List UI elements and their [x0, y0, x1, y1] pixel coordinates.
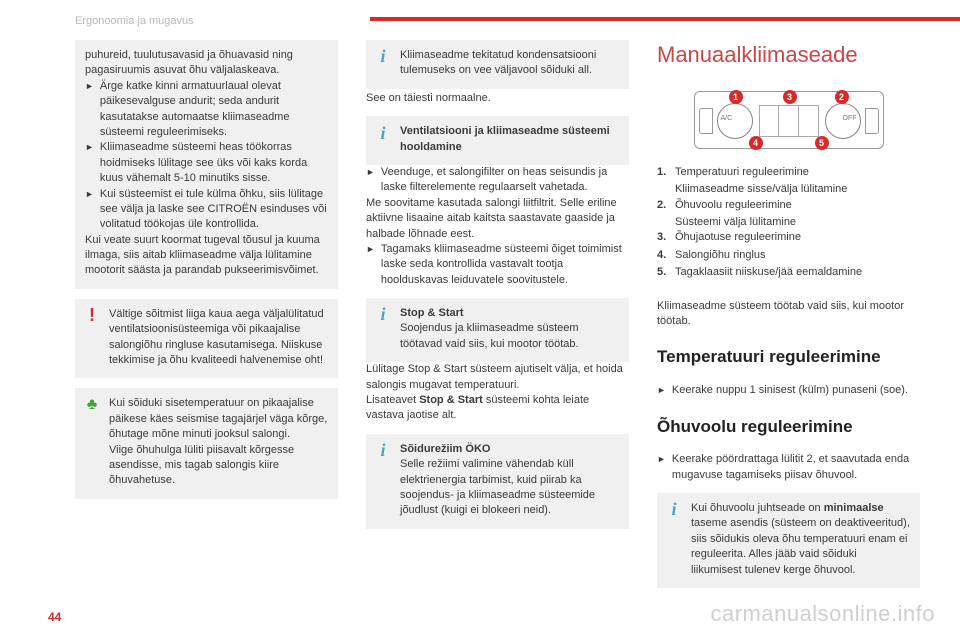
heading-manual-climate: Manuaalkliimaseade [657, 40, 920, 71]
list-item: 3.Õhujaotuse reguleerimine [657, 230, 920, 245]
text: Kliimaseadme süsteem töötab vaid siis, k… [657, 299, 920, 330]
heading-airflow: Õhuvoolu reguleerimine [657, 415, 920, 439]
watermark: carmanualsonline.info [710, 599, 935, 630]
bullet: Tagamaks kliimaseadme süsteemi õiget toi… [366, 242, 629, 288]
text: See on täiesti normaalne. [366, 91, 629, 106]
list-sub: Süsteemi välja lülitamine [675, 215, 920, 230]
col3-box-airflow-note: i Kui õhuvoolu juhtseade on minimaalse t… [657, 493, 920, 588]
text: Kui sõiduki sisetemperatuur on pikaajali… [109, 396, 328, 442]
column-1: puhureid, tuulutusavasid ja õhuavasid ni… [75, 40, 338, 588]
info-icon: i [374, 442, 392, 460]
box-title: Stop & Start [400, 306, 619, 321]
text: Kui õhuvoolu juhtseade on minimaalse tas… [691, 501, 910, 578]
seat-heat-right-icon [865, 108, 879, 134]
info-icon: i [374, 306, 392, 324]
col1-box-warning: ! Vältige sõitmist liiga kaua aega välja… [75, 299, 338, 379]
col2-box-eco-mode: i Sõidurežiim ÖKO Selle režiimi valimine… [366, 434, 629, 529]
warning-icon: ! [83, 307, 101, 325]
page-header: Ergonoomia ja mugavus [75, 14, 194, 29]
box-title: Ventilatsiooni ja kliimaseadme süsteemi … [400, 124, 619, 155]
off-label: OFF [843, 114, 857, 124]
col2-box-condensation: i Kliimaseadme tekitatud kondensatsiooni… [366, 40, 629, 89]
info-icon: i [665, 501, 683, 519]
list-item: 4.Salongiõhu ringlus [657, 248, 920, 263]
text: Lisateavet Stop & Start süsteemi kohta l… [366, 393, 629, 424]
text: Me soovitame kasutada salongi liitfiltri… [366, 196, 629, 242]
text: Vältige sõitmist liiga kaua aega väljalü… [109, 307, 328, 369]
header-red-bar [370, 17, 960, 21]
list-item: 1.Temperatuuri reguleerimine [657, 165, 920, 180]
column-3: Manuaalkliimaseade A/C OFF 1 2 3 4 5 1.T… [657, 40, 920, 588]
info-icon: i [374, 48, 392, 66]
col1-box-eco: ♣ Kui sõiduki sisetemperatuur on pikaaja… [75, 388, 338, 498]
text: puhureid, tuulutusavasid ja õhuavasid ni… [85, 48, 328, 79]
bullet: Veenduge, et salongifilter on heas seisu… [366, 165, 629, 196]
bullet: Keerake pöördrattaga lülitit 2, et saavu… [657, 452, 920, 483]
col1-box-main: puhureid, tuulutusavasid ja õhuavasid ni… [75, 40, 338, 289]
tree-icon: ♣ [83, 396, 101, 414]
text: Lülitage Stop & Start süsteem ajutiselt … [366, 362, 629, 393]
list-item: 5.Tagaklaasiit niiskuse/jää eemaldamine [657, 265, 920, 280]
bullet: Ärge katke kinni armatuurlaual olevat pä… [85, 79, 328, 141]
bullet: Kui süsteemist ei tule külma õhku, siis … [85, 187, 328, 233]
page-number: 44 [48, 609, 61, 626]
text: Kui veate suurt koormat tugeval tõusul j… [85, 233, 328, 279]
text: Viige õhuhulga lüliti piisavalt kõrgesse… [109, 443, 328, 489]
content-columns: puhureid, tuulutusavasid ja õhuavasid ni… [75, 40, 920, 588]
control-legend-list: 1.Temperatuuri reguleerimine Kliimaseadm… [657, 165, 920, 283]
bullet: Kliimaseadme süsteemi heas töökorras hoi… [85, 140, 328, 186]
marker-1: 1 [729, 90, 743, 104]
bullet: Keerake nuppu 1 sinisest (külm) punaseni… [657, 383, 920, 398]
list-sub: Kliimaseadme sisse/välja lülitamine [675, 182, 920, 197]
col2-box-maintenance: i Ventilatsiooni ja kliimaseadme süsteem… [366, 116, 629, 165]
column-2: i Kliimaseadme tekitatud kondensatsiooni… [366, 40, 629, 588]
text: Selle režiimi valimine vähendab küll ele… [400, 457, 619, 519]
marker-5: 5 [815, 136, 829, 150]
list-item: 2.Õhuvoolu reguleerimine [657, 198, 920, 213]
text: Kliimaseadme tekitatud kondensatsiooni t… [400, 48, 619, 79]
marker-2: 2 [835, 90, 849, 104]
marker-3: 3 [783, 90, 797, 104]
marker-4: 4 [749, 136, 763, 150]
col2-box-stop-start: i Stop & Start Soojendus ja kliimaseadme… [366, 298, 629, 362]
info-icon: i [374, 124, 392, 142]
center-buttons [759, 105, 819, 137]
seat-heat-left-icon [699, 108, 713, 134]
climate-control-diagram: A/C OFF 1 2 3 4 5 [694, 91, 884, 149]
ac-label: A/C [721, 114, 733, 124]
text: Soojendus ja kliimaseadme süsteem töötav… [400, 321, 619, 352]
heading-temperature: Temperatuuri reguleerimine [657, 345, 920, 369]
box-title: Sõidurežiim ÖKO [400, 442, 619, 457]
